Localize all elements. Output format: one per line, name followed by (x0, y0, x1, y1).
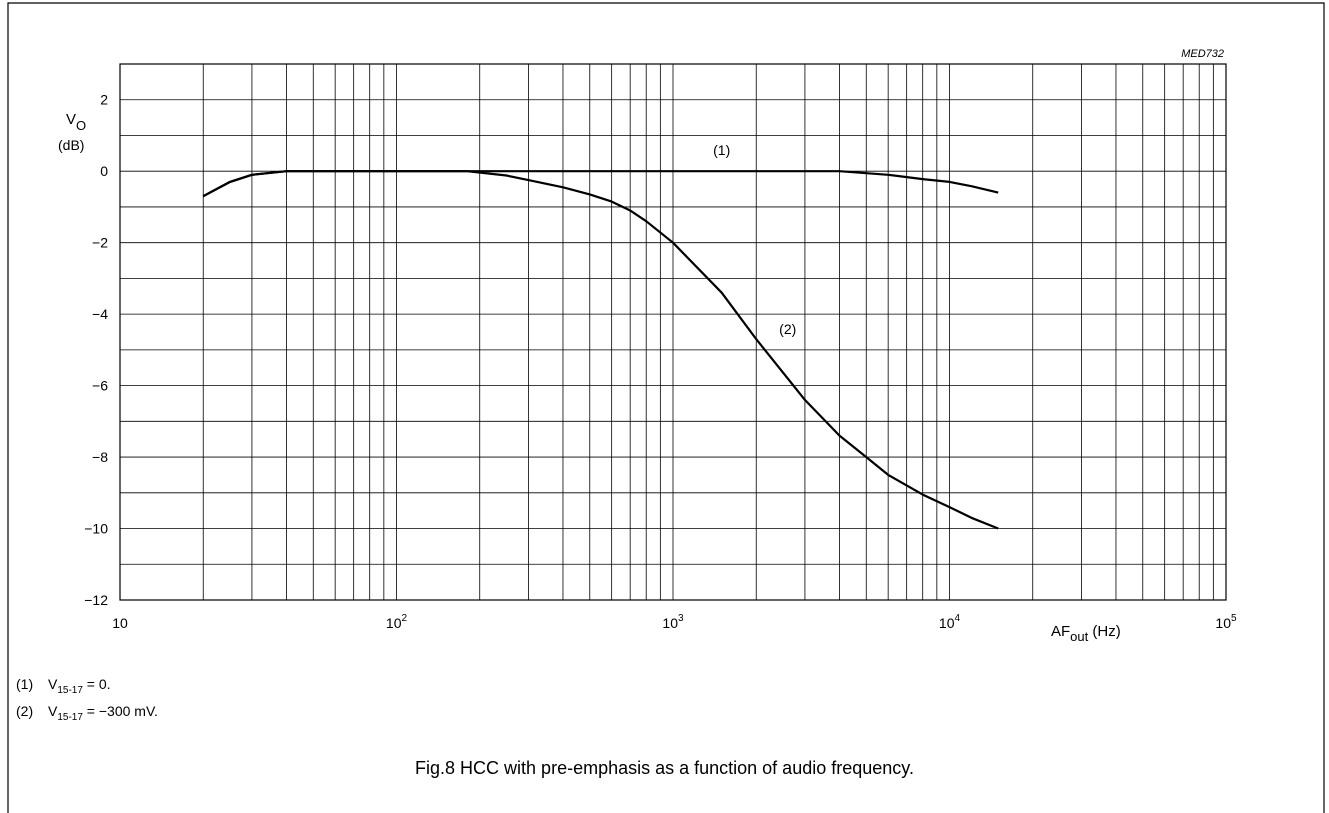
y-tick-label: −10 (84, 521, 108, 537)
x-axis-label: AFout (Hz) (1051, 623, 1121, 644)
series-line-1 (202, 170, 999, 198)
y-tick-label: −4 (92, 306, 108, 322)
figure-code: MED732 (1181, 48, 1224, 60)
note-number: (2) (16, 703, 34, 719)
x-tick-label: 102 (386, 613, 408, 631)
note-variable: V (48, 703, 58, 719)
x-tick-label: 104 (939, 613, 961, 631)
note-2: (2) V15-17 = −300 mV. (16, 703, 158, 723)
x-tick-label: 103 (662, 613, 684, 631)
y-tick-label: −2 (92, 235, 108, 251)
y-axis-unit: (dB) (58, 137, 84, 153)
y-axis-label: VO (66, 111, 86, 133)
series-line-2 (202, 170, 999, 530)
y-tick-label: −12 (84, 592, 108, 608)
note-1: (1) V15-17 = 0. (16, 676, 111, 696)
series-label-2: (2) (779, 321, 796, 337)
figure-border (7, 2, 1325, 813)
note-text: = 0. (82, 676, 111, 692)
y-tick-label: −6 (92, 378, 108, 394)
note-variable: V (48, 676, 58, 692)
y-tick-label: 0 (100, 163, 108, 179)
y-tick-label: 2 (100, 92, 108, 108)
note-subscript: 15-17 (57, 711, 83, 723)
figure-caption: Fig.8 HCC with pre-emphasis as a functio… (415, 758, 914, 778)
note-text: = −300 mV. (82, 703, 158, 719)
series-lines: (1) (2) (202, 142, 999, 530)
note-number: (1) (16, 676, 34, 692)
note-subscript: 15-17 (57, 684, 83, 696)
grid (119, 63, 1227, 601)
x-tick-label: 105 (1215, 613, 1237, 631)
y-tick-label: −8 (92, 449, 108, 465)
series-label-1: (1) (713, 142, 730, 158)
x-tick-label: 10 (112, 615, 128, 631)
